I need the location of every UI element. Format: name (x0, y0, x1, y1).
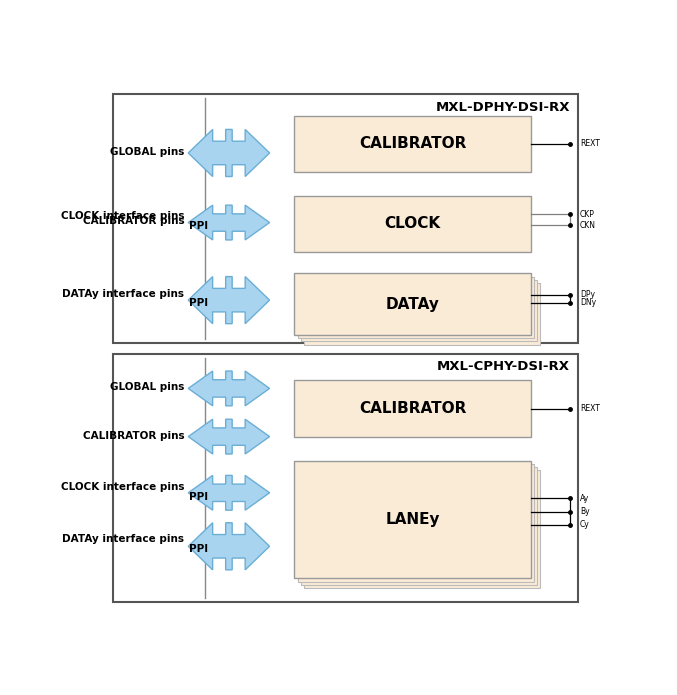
Text: Ay: Ay (580, 493, 589, 502)
Bar (294, 380, 531, 436)
Text: DATAy interface pins: DATAy interface pins (62, 534, 184, 544)
Text: CALIBRATOR pins: CALIBRATOR pins (83, 430, 184, 441)
Text: REXT: REXT (580, 139, 600, 148)
Text: MXL-CPHY-DSI-RX: MXL-CPHY-DSI-RX (437, 360, 570, 373)
Bar (294, 273, 531, 335)
Text: CALIBRATOR: CALIBRATOR (359, 136, 466, 151)
Bar (294, 461, 531, 578)
Bar (294, 196, 531, 252)
Polygon shape (188, 419, 269, 454)
Bar (294, 115, 531, 172)
Bar (301, 467, 537, 584)
Polygon shape (188, 523, 269, 570)
Bar (304, 283, 540, 345)
Bar (298, 277, 533, 338)
Bar (114, 354, 578, 603)
Text: CLOCK interface pins: CLOCK interface pins (61, 211, 184, 221)
Text: DATAy: DATAy (386, 297, 439, 311)
Text: By: By (580, 507, 590, 516)
Text: CALIBRATOR pins: CALIBRATOR pins (83, 216, 184, 226)
Text: PPI: PPI (189, 221, 208, 231)
Polygon shape (188, 205, 269, 240)
Text: DPy: DPy (580, 290, 595, 299)
Text: DNy: DNy (580, 298, 596, 307)
Text: GLOBAL pins: GLOBAL pins (110, 382, 184, 393)
Text: CLOCK interface pins: CLOCK interface pins (61, 482, 184, 492)
Text: CKP: CKP (580, 210, 595, 219)
Text: CKN: CKN (580, 221, 596, 230)
Text: CLOCK: CLOCK (385, 216, 441, 231)
Text: Cy: Cy (580, 521, 590, 530)
Polygon shape (188, 371, 269, 406)
Bar (304, 471, 540, 588)
Text: CALIBRATOR: CALIBRATOR (359, 401, 466, 416)
Polygon shape (188, 277, 269, 324)
Bar (298, 464, 533, 582)
Text: PPI: PPI (189, 491, 208, 502)
Text: LANEy: LANEy (385, 512, 440, 527)
Text: PPI: PPI (189, 544, 208, 554)
Polygon shape (188, 475, 269, 510)
Bar (114, 94, 578, 343)
Text: GLOBAL pins: GLOBAL pins (110, 147, 184, 157)
Polygon shape (188, 129, 269, 177)
Text: DATAy interface pins: DATAy interface pins (62, 288, 184, 299)
Bar (301, 280, 537, 341)
Text: PPI: PPI (189, 298, 208, 309)
Text: MXL-DPHY-DSI-RX: MXL-DPHY-DSI-RX (435, 101, 570, 113)
Text: REXT: REXT (580, 404, 600, 413)
